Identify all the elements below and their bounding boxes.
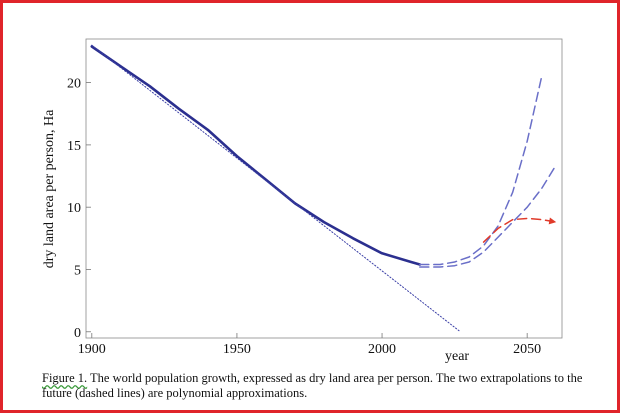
chart: 1900 1950 2000 2050 0 5 10 15 20 year dry land a… [42, 38, 563, 364]
x-axis-label: year [445, 349, 469, 364]
plot-area [85, 38, 563, 339]
caption-text: The world population growth, expressed a… [42, 371, 583, 400]
y-tick-label: 5 [74, 263, 81, 278]
y-tick-label: 0 [74, 326, 81, 341]
figure-caption: Figure 1. The world population growth, e… [42, 371, 602, 401]
y-tick-label: 15 [67, 139, 81, 154]
series-line-historical [90, 45, 422, 266]
x-tick-label: 1900 [78, 342, 106, 357]
projection-arrowhead [548, 217, 557, 225]
y-axis-label: dry land area per person, Ha [42, 109, 57, 268]
x-tick-label: 2050 [513, 342, 541, 357]
y-tick-label: 10 [67, 201, 81, 216]
x-tick-label: 2000 [368, 342, 396, 357]
caption-number: Figure 1. [42, 371, 88, 385]
series-line-extrapolation-4 [482, 217, 557, 243]
series-lines [90, 44, 557, 333]
series-line-extrapolation-2 [419, 75, 543, 266]
x-tick-label: 1950 [223, 342, 251, 357]
series-line-extrapolation-3 [419, 164, 557, 268]
axis-ticks: 1900 1950 2000 2050 0 5 10 15 20 [67, 77, 541, 357]
y-tick-label: 20 [67, 77, 81, 92]
series-line-linear-trend [91, 44, 461, 333]
